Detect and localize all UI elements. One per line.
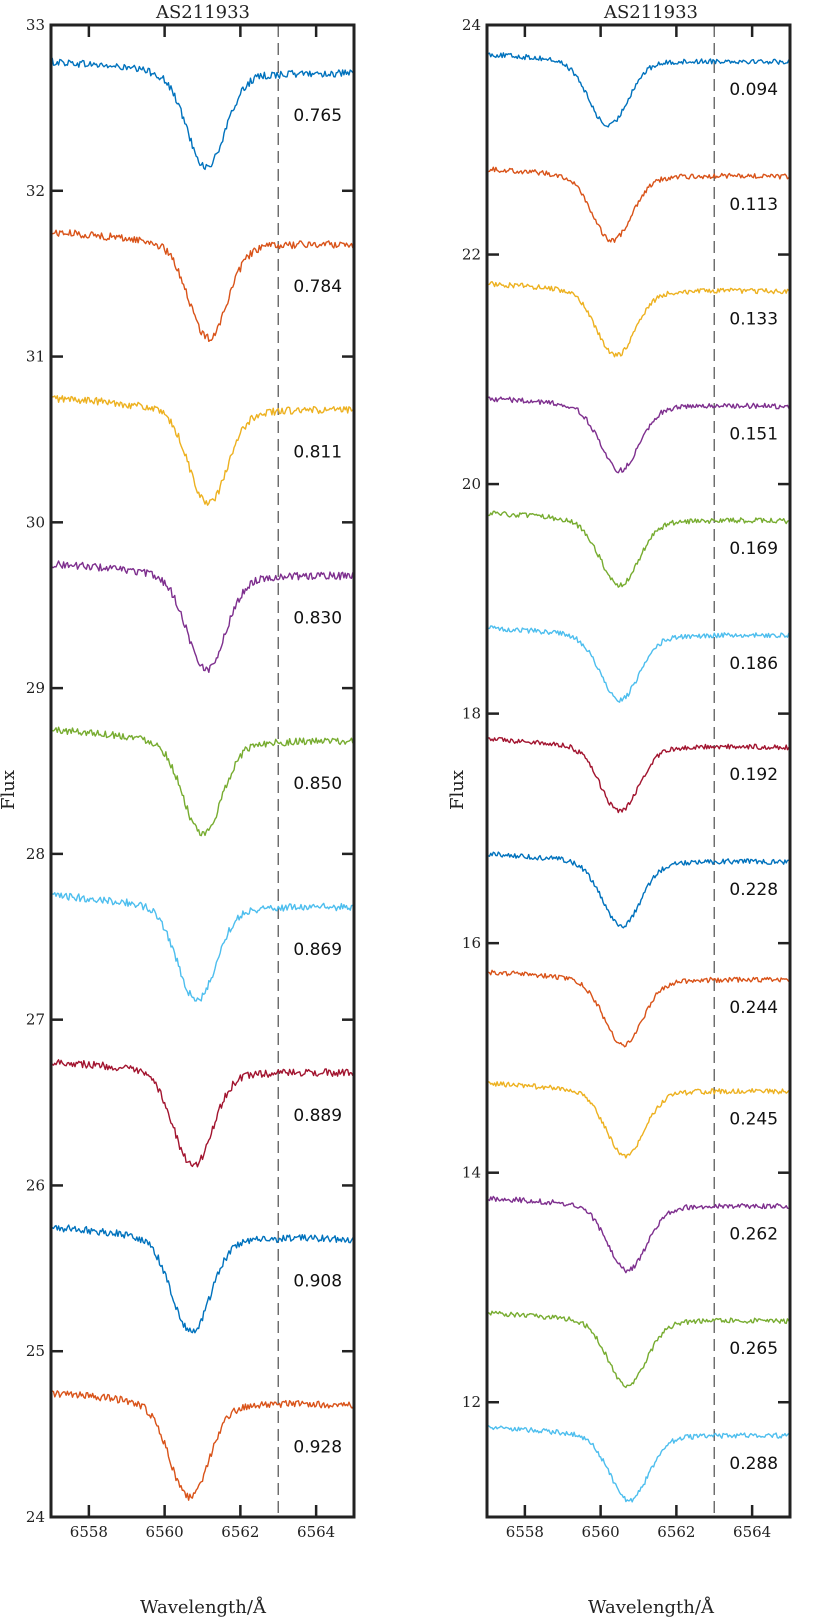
right-ytick-label-18: 18 bbox=[462, 705, 481, 723]
left-phase-label-0.784: 0.784 bbox=[293, 277, 342, 297]
left-spectrum-0.830 bbox=[51, 560, 354, 674]
left-ytick-label-25: 25 bbox=[26, 1342, 45, 1360]
right-phase-label-0.133: 0.133 bbox=[729, 310, 778, 330]
right-phase-label-0.288: 0.288 bbox=[729, 1454, 778, 1474]
left-ytick-label-24: 24 bbox=[26, 1508, 45, 1526]
right-xtick-label-6562: 6562 bbox=[657, 1523, 695, 1541]
right-ytick-label-24: 24 bbox=[462, 16, 481, 34]
right-spectra-group bbox=[487, 52, 790, 1503]
left-phase-label-0.830: 0.830 bbox=[293, 608, 342, 628]
left-spectrum-0.784 bbox=[51, 229, 354, 343]
right-phase-label-0.186: 0.186 bbox=[729, 654, 778, 674]
left-spectrum-0.869 bbox=[51, 892, 354, 1002]
right-ytick-label-12: 12 bbox=[462, 1393, 481, 1411]
left-spectra-group bbox=[51, 57, 354, 1501]
left-phase-label-0.908: 0.908 bbox=[293, 1272, 342, 1292]
right-axes-frame bbox=[485, 23, 792, 1519]
right-spectrum-0.151 bbox=[487, 396, 790, 474]
left-spectrum-0.811 bbox=[51, 395, 354, 506]
right-spectrum-0.262 bbox=[487, 1195, 790, 1274]
right-phase-label-0.244: 0.244 bbox=[729, 998, 778, 1018]
left-ytick-label-28: 28 bbox=[26, 845, 45, 863]
right-ylabel: Flux bbox=[447, 770, 468, 810]
right-phase-label-0.169: 0.169 bbox=[729, 539, 778, 559]
left-phase-label-0.765: 0.765 bbox=[293, 106, 342, 126]
right-xlabel: Wavelength/Å bbox=[588, 1596, 715, 1618]
right-phase-label-0.265: 0.265 bbox=[729, 1339, 778, 1359]
left-plot-area: 0.765 0.784 0.811 0.830 0.850 0.869 0.889 0.908… bbox=[26, 16, 356, 1541]
right-phase-label-0.228: 0.228 bbox=[729, 880, 778, 900]
left-xlabel: Wavelength/Å bbox=[140, 1596, 267, 1618]
right-xtick-label-6558: 6558 bbox=[506, 1523, 544, 1541]
left-phase-label-0.850: 0.850 bbox=[293, 774, 342, 794]
right-phase-label-0.151: 0.151 bbox=[729, 424, 778, 444]
right-spectrum-0.244 bbox=[487, 969, 790, 1048]
right-phase-label-0.113: 0.113 bbox=[729, 195, 778, 215]
right-ytick-label-22: 22 bbox=[462, 246, 481, 264]
left-ytick-label-31: 31 bbox=[26, 348, 45, 366]
left-ytick-label-27: 27 bbox=[26, 1011, 45, 1029]
right-spectrum-0.288 bbox=[487, 1424, 790, 1503]
right-plot-area: 0.094 0.113 0.133 0.151 0.169 0.186 0.192 0.228… bbox=[462, 16, 792, 1541]
right-title: AS211933 bbox=[603, 2, 698, 23]
left-ytick-label-32: 32 bbox=[26, 182, 45, 200]
right-xtick-label-6564: 6564 bbox=[733, 1523, 771, 1541]
right-spectrum-0.192 bbox=[487, 736, 790, 814]
right-spectrum-0.265 bbox=[487, 1310, 790, 1389]
left-xtick-label-6562: 6562 bbox=[221, 1523, 259, 1541]
right-spectrum-0.094 bbox=[487, 52, 790, 128]
left-ylabel: Flux bbox=[0, 770, 19, 810]
left-phase-label-0.811: 0.811 bbox=[293, 443, 342, 463]
left-axes-frame bbox=[49, 23, 356, 1519]
right-spectrum-0.113 bbox=[487, 166, 790, 243]
left-phase-label-0.869: 0.869 bbox=[293, 940, 342, 960]
right-spectrum-0.228 bbox=[487, 851, 790, 929]
right-ytick-label-20: 20 bbox=[462, 475, 481, 493]
right-phase-label-0.192: 0.192 bbox=[729, 765, 778, 785]
left-xtick-label-6558: 6558 bbox=[70, 1523, 108, 1541]
right-phase-label-0.094: 0.094 bbox=[729, 80, 778, 100]
left-ytick-label-30: 30 bbox=[26, 513, 45, 531]
left-spectrum-0.765 bbox=[51, 57, 354, 171]
right-phase-label-0.245: 0.245 bbox=[729, 1109, 778, 1129]
left-title: AS211933 bbox=[155, 2, 250, 23]
right-spectrum-0.186 bbox=[487, 625, 790, 703]
right-phase-label-0.262: 0.262 bbox=[729, 1224, 778, 1244]
left-xtick-label-6564: 6564 bbox=[297, 1523, 335, 1541]
right-spectrum-0.169 bbox=[487, 510, 790, 588]
left-spectrum-0.850 bbox=[51, 726, 354, 837]
left-ytick-label-33: 33 bbox=[26, 16, 45, 34]
left-xtick-label-6560: 6560 bbox=[146, 1523, 184, 1541]
right-spectrum-0.133 bbox=[487, 280, 790, 358]
left-spectrum-0.928 bbox=[51, 1390, 354, 1501]
left-phase-label-0.928: 0.928 bbox=[293, 1437, 342, 1457]
right-panel: AS211933 Flux Wavelength/Å 0.094 0.113 0.1… bbox=[447, 2, 792, 1618]
left-phase-label-0.889: 0.889 bbox=[293, 1106, 342, 1126]
left-spectrum-0.908 bbox=[51, 1224, 354, 1334]
left-ytick-label-29: 29 bbox=[26, 679, 45, 697]
left-ytick-label-26: 26 bbox=[26, 1176, 45, 1194]
right-xtick-label-6560: 6560 bbox=[582, 1523, 620, 1541]
left-spectrum-0.889 bbox=[51, 1059, 354, 1168]
right-spectrum-0.245 bbox=[487, 1080, 790, 1159]
right-ytick-label-16: 16 bbox=[462, 934, 481, 952]
right-ytick-label-14: 14 bbox=[462, 1164, 481, 1182]
left-panel: AS211933 Flux Wavelength/Å 0.765 0.784 0.8… bbox=[0, 2, 356, 1618]
